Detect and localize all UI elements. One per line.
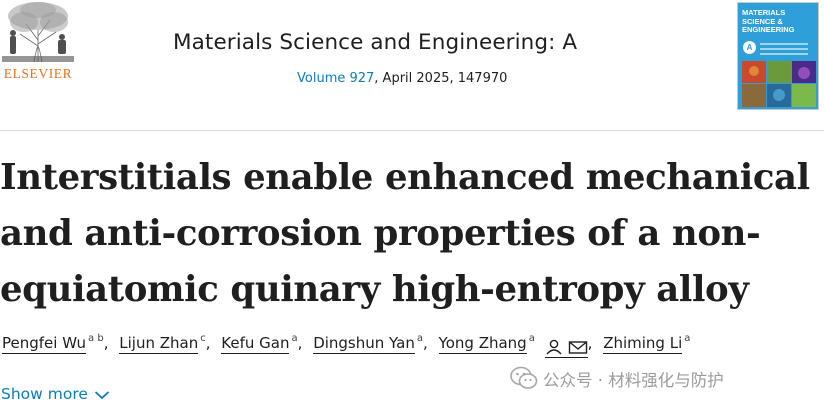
affiliation-marker[interactable]: a — [684, 333, 691, 344]
person-icon — [546, 339, 562, 354]
journal-title-link[interactable]: Materials Science and Engineering: A — [173, 30, 578, 55]
envelope-icon — [568, 340, 587, 354]
affiliation-marker[interactable]: a — [416, 333, 423, 344]
show-more-button[interactable]: Show more — [1, 385, 110, 403]
author-item: Pengfei Wu a b — [2, 333, 104, 354]
journal-issue-info: Volume 927, April 2025, 147970 — [297, 71, 507, 86]
journal-cover-image[interactable]: MATERIALS SCIENCE & ENGINEERING A — [737, 2, 819, 110]
cover-micrograph-images — [742, 61, 816, 107]
affiliation-marker[interactable]: c — [200, 333, 206, 344]
author-link[interactable]: Pengfei Wu — [2, 334, 87, 354]
cover-subtitle-lines — [760, 43, 808, 58]
author-item: Dingshun Yan a — [313, 333, 423, 354]
article-title-line: and anti-corrosion properties of a non- — [0, 213, 761, 254]
author-item: Kefu Gan a — [221, 333, 298, 354]
cover-title-line: ENGINEERING — [742, 25, 795, 34]
article-title: Interstitials enable enhanced mechanical… — [0, 150, 820, 318]
corresponding-author-icons[interactable] — [544, 337, 588, 358]
cover-title-line: MATERIALS — [742, 8, 786, 17]
author-link[interactable]: Dingshun Yan — [313, 334, 415, 354]
publisher-wordmark: ELSEVIER — [3, 66, 73, 81]
author-link[interactable]: Kefu Gan — [221, 334, 290, 354]
tree-logo-icon — [0, 0, 76, 66]
article-title-line: Interstitials enable enhanced mechanical — [0, 157, 810, 198]
volume-link[interactable]: Volume 927 — [297, 71, 375, 86]
chevron-down-icon — [94, 390, 110, 399]
article-title-line: equiatomic quinary high-entropy alloy — [0, 269, 749, 310]
author-item: Lijun Zhan c — [119, 333, 206, 354]
header-divider — [0, 130, 824, 131]
author-link[interactable]: Yong Zhang — [438, 334, 527, 354]
issue-details: , April 2025, 147970 — [374, 71, 508, 86]
wechat-icon — [510, 366, 538, 389]
affiliation-marker[interactable]: a — [291, 333, 298, 344]
show-more-label: Show more — [1, 385, 88, 403]
affiliation-marker[interactable]: a — [528, 333, 535, 344]
affiliation-marker[interactable]: a b — [88, 333, 104, 344]
author-item: Yong Zhang a — [438, 333, 588, 358]
cover-title: MATERIALS SCIENCE & ENGINEERING — [742, 8, 818, 35]
author-link[interactable]: Lijun Zhan — [119, 334, 199, 354]
author-list: Pengfei Wu a b, Lijun Zhan c, Kefu Gan a, D… — [2, 333, 822, 358]
cover-title-line: SCIENCE & — [742, 16, 783, 26]
cover-badge: A — [743, 41, 756, 54]
author-link[interactable]: Zhiming Li — [603, 334, 683, 354]
author-item: Zhiming Li a — [603, 333, 691, 354]
watermark-text: 公众号 · 材料强化与防护 — [543, 371, 724, 390]
elsevier-logo[interactable]: ELSEVIER — [0, 0, 76, 86]
